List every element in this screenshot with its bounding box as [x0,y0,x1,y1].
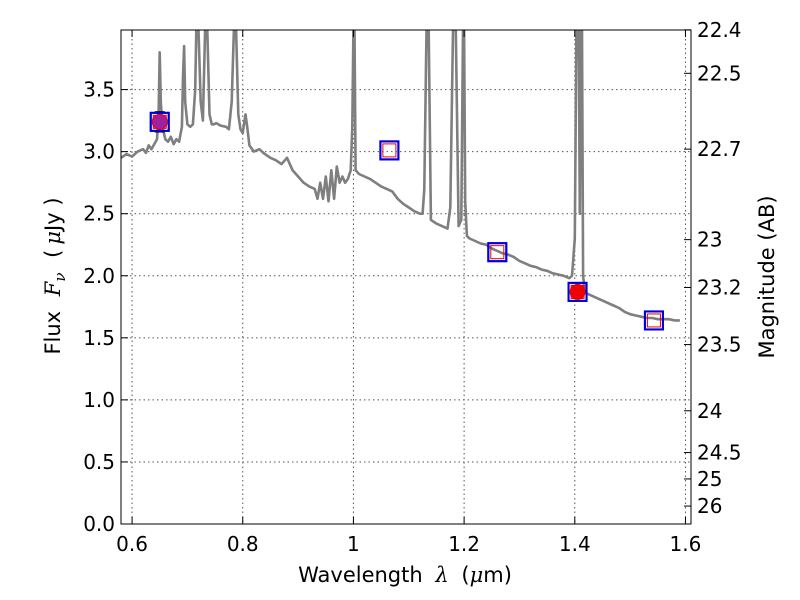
x-tick-label: 0.8 [227,532,259,556]
photometry-points [149,111,664,331]
y-tick-label: 0.0 [83,512,115,536]
y-axis-label-prefix: Flux [41,311,65,355]
y-tick-label: 3.5 [83,78,115,102]
x-axis-label-symbol: λ [434,563,448,587]
y-axis-label-unit-rest: Jy ) [41,197,65,233]
spectrum-line [121,30,680,322]
y2-tick-label: 24 [697,399,722,423]
x-tick-label: 1 [347,532,360,556]
model-square-inner [382,143,397,158]
x-axis-label: Wavelength λ (μm) [298,563,512,587]
model-square-marker-top [149,111,170,132]
y2-axis-label: Magnitude (AB) [755,195,779,358]
y2-tick-label: 26 [697,494,722,518]
grid [121,30,691,525]
photometry-point [569,283,586,300]
model-square-inner [490,245,505,260]
y-axis-label: Flux Fν ( μJy ) [41,197,70,354]
model-square-inner [646,313,661,328]
model-square-marker-top [379,140,400,161]
y-axis-label-unit-symbol: μ [41,231,65,245]
y-tick-label: 3.0 [83,140,115,164]
y2-tick-label: 23.2 [697,275,742,299]
model-square-marker-top [643,310,664,331]
spectrum-series [121,30,680,322]
y-tick-label: 0.5 [83,450,115,474]
y-tick-label: 2.5 [83,202,115,226]
y-axis-label-subscript: ν [51,273,69,282]
y-axis-label-unit-open: ( [41,250,65,258]
y2-tick-label: 24.5 [697,441,742,465]
photometry-point [151,113,168,130]
x-tick-label: 1.6 [670,532,702,556]
y2-tick-label: 25 [697,467,722,491]
y2-tick-label: 23 [697,228,722,252]
x-tick-label: 1.2 [448,532,480,556]
x-axis-label-unit-rest: m) [483,563,512,587]
y2-tick-label: 22.7 [697,137,742,161]
plot-frame [120,29,692,525]
x-tick-label: 0.6 [116,532,148,556]
y2-tick-label: 22.5 [697,61,742,85]
model-square-marker-top [567,281,588,302]
y-tick-label: 1.0 [83,388,115,412]
model-square-marker-top [487,242,508,263]
y2-tick-label: 22.4 [697,18,742,42]
x-axis-label-prefix: Wavelength [298,563,423,587]
y2-tick-label: 23.5 [697,333,742,357]
x-axis-label-unit-open: ( [461,563,469,587]
axis-ticks: 0.6 0.8 1 1.2 1.4 1.6 0.0 0.5 1.0 1.5 2.0 2.5 3.0 3.5… [83,18,741,556]
y-axis-label-symbol: F [41,280,65,297]
x-tick-label: 1.4 [559,532,591,556]
y-tick-label: 1.5 [83,326,115,350]
y-tick-label: 2.0 [83,264,115,288]
x-axis-label-unit-symbol: μ [470,563,484,587]
